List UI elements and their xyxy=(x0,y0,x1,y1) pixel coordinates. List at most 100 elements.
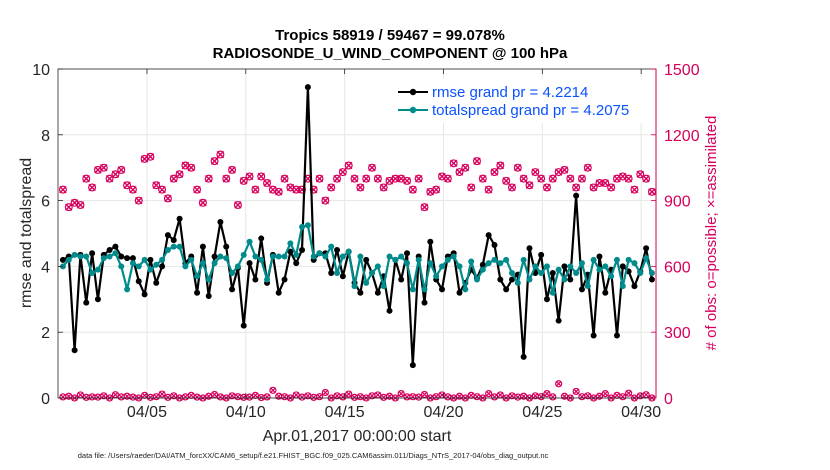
obs-bottom-cross xyxy=(421,391,428,398)
rmse-point xyxy=(421,299,428,306)
obs-assimilated-marker xyxy=(455,168,464,176)
rmse-point xyxy=(59,256,66,263)
chart-title-line2: RADIOSONDE_U_WIND_COMPONENT @ 100 hPa xyxy=(213,45,568,62)
totalspread-point xyxy=(374,263,381,270)
totalspread-point xyxy=(503,256,510,263)
obs-possible-marker xyxy=(542,183,551,192)
rmse-point xyxy=(164,232,171,239)
obs-possible-marker xyxy=(548,174,557,183)
totalspread-point xyxy=(404,260,411,267)
obs-possible-marker xyxy=(245,172,254,181)
obs-possible-marker xyxy=(134,196,143,205)
rmse-point xyxy=(194,289,201,296)
obs-bottom-cross xyxy=(147,394,154,401)
obs-possible-marker xyxy=(117,165,126,174)
obs-assimilated-marker xyxy=(175,170,184,178)
obs-bottom-cross xyxy=(269,387,276,394)
obs-assimilated-marker xyxy=(409,185,417,194)
obs-possible-marker xyxy=(589,183,598,192)
obs-possible-marker xyxy=(537,174,546,183)
obs-possible-marker xyxy=(204,174,213,183)
obs-possible-marker xyxy=(198,198,207,207)
obs-bottom-marker xyxy=(210,390,219,399)
left-y-tick-label: 4 xyxy=(41,259,50,276)
totalspread-point xyxy=(275,253,282,260)
obs-bottom-cross xyxy=(89,393,96,400)
obs-bottom-marker xyxy=(595,392,604,400)
obs-assimilated-marker xyxy=(584,164,592,172)
rmse-point xyxy=(240,322,247,329)
obs-assimilated-marker xyxy=(467,183,475,192)
obs-bottom-cross xyxy=(141,392,148,399)
obs-possible-marker xyxy=(210,157,219,166)
obs-assimilated-marker xyxy=(70,199,79,207)
obs-bottom-cross xyxy=(258,394,265,401)
obs-assimilated-marker xyxy=(438,172,446,181)
obs-possible-marker xyxy=(531,168,540,177)
obs-possible-marker xyxy=(507,183,516,192)
chart-title-line1: Tropics 58919 / 59467 = 99.078% xyxy=(275,27,505,44)
obs-assimilated-marker xyxy=(572,183,580,192)
obs-bottom-marker xyxy=(625,389,633,397)
totalspread-point xyxy=(613,256,620,263)
obs-bottom-marker xyxy=(158,390,166,398)
rmse-point xyxy=(561,263,568,270)
totalspread-point xyxy=(520,256,527,263)
obs-assimilated-marker xyxy=(368,164,376,172)
obs-assimilated-marker xyxy=(560,166,569,174)
rmse-point xyxy=(631,283,638,290)
rmse-point xyxy=(439,286,446,293)
obs-assimilated-marker xyxy=(630,185,639,194)
totalspread-point xyxy=(106,253,113,260)
obs-assimilated-marker xyxy=(484,185,493,194)
obs-possible-marker xyxy=(572,183,581,192)
rmse-point xyxy=(258,235,265,242)
totalspread-point xyxy=(182,263,189,270)
obs-assimilated-marker xyxy=(199,199,207,207)
totalspread-point xyxy=(304,222,311,229)
rmse-point xyxy=(129,255,136,262)
obs-possible-marker xyxy=(467,183,476,192)
obs-possible-marker xyxy=(152,181,161,190)
obs-assimilated-marker xyxy=(613,174,621,183)
obs-bottom-marker xyxy=(555,380,563,388)
obs-possible-marker xyxy=(373,174,382,183)
obs-bottom-cross xyxy=(584,392,591,399)
obs-assimilated-marker xyxy=(397,174,405,183)
obs-bottom-cross xyxy=(334,392,341,399)
obs-assimilated-marker xyxy=(642,174,650,183)
totalspread-point xyxy=(567,263,574,270)
rmse-point xyxy=(89,250,96,257)
obs-bottom-cross xyxy=(188,392,195,399)
rmse-point xyxy=(520,353,527,360)
obs-assimilated-marker xyxy=(519,174,528,183)
rmse-point xyxy=(135,278,142,285)
obs-assimilated-marker xyxy=(426,188,435,196)
obs-possible-marker xyxy=(595,179,604,188)
totalspread-point xyxy=(188,256,195,263)
obs-assimilated-marker xyxy=(601,179,609,187)
obs-bottom-cross xyxy=(468,392,475,399)
rmse-point xyxy=(176,215,183,222)
obs-assimilated-marker xyxy=(554,168,563,176)
obs-bottom-marker xyxy=(321,388,329,397)
obs-assimilated-marker xyxy=(449,159,458,168)
rmse-point xyxy=(386,307,393,314)
obs-assimilated-marker xyxy=(327,183,335,192)
rmse-point xyxy=(83,299,90,306)
obs-bottom-cross xyxy=(246,394,253,401)
rmse-point xyxy=(503,286,510,293)
rmse-point xyxy=(199,243,206,250)
x-tick-label: 04/10 xyxy=(226,404,266,421)
obs-possible-marker xyxy=(327,183,336,192)
totalspread-point xyxy=(398,253,405,260)
rmse-point xyxy=(293,260,300,267)
totalspread-point xyxy=(234,263,241,270)
obs-bottom-cross xyxy=(433,393,440,400)
obs-possible-marker xyxy=(169,174,178,183)
obs-bottom-cross xyxy=(555,380,562,387)
rmse-point xyxy=(555,317,562,324)
obs-bottom-cross xyxy=(643,391,650,398)
totalspread-point xyxy=(631,260,638,267)
